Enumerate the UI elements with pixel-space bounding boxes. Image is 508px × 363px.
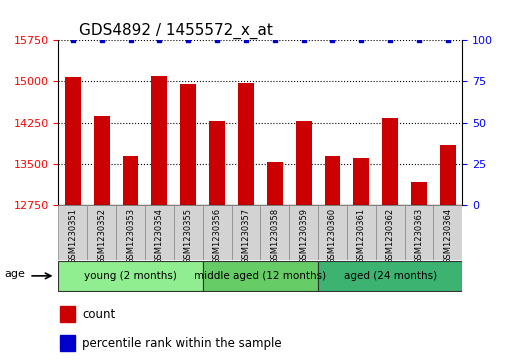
Point [444, 37, 452, 43]
Bar [65, 77, 81, 363]
Bar [318, 261, 462, 290]
Bar [203, 261, 318, 290]
Bar [261, 205, 289, 260]
Bar [60, 306, 75, 322]
Text: GSM1230361: GSM1230361 [357, 208, 366, 264]
Text: GSM1230354: GSM1230354 [155, 208, 164, 264]
Point [69, 37, 77, 43]
Point [98, 37, 106, 43]
Bar [318, 205, 347, 260]
Text: GSM1230362: GSM1230362 [386, 208, 395, 264]
Text: GSM1230351: GSM1230351 [69, 208, 77, 264]
Text: GSM1230359: GSM1230359 [299, 208, 308, 264]
Text: middle aged (12 months): middle aged (12 months) [194, 271, 327, 281]
Point [386, 37, 394, 43]
Bar [87, 205, 116, 260]
Bar [440, 144, 456, 363]
Point [300, 37, 308, 43]
Bar [174, 205, 203, 260]
Text: young (2 months): young (2 months) [84, 271, 177, 281]
Bar [58, 205, 87, 260]
Text: GSM1230363: GSM1230363 [415, 208, 424, 264]
Text: aged (24 months): aged (24 months) [343, 271, 437, 281]
Text: GSM1230360: GSM1230360 [328, 208, 337, 264]
Bar [433, 205, 462, 260]
Point [328, 37, 336, 43]
Bar [180, 84, 196, 363]
Bar [376, 205, 404, 260]
Bar [238, 83, 254, 363]
Bar [296, 121, 311, 363]
Point [213, 37, 221, 43]
Bar [145, 205, 174, 260]
Point [271, 37, 279, 43]
Point [415, 37, 423, 43]
Bar [404, 205, 433, 260]
Bar [151, 76, 167, 363]
Bar [354, 158, 369, 363]
Bar [267, 162, 283, 363]
Text: count: count [82, 308, 115, 321]
Bar [289, 205, 318, 260]
Bar [382, 118, 398, 363]
Text: GSM1230358: GSM1230358 [270, 208, 279, 264]
Bar [58, 261, 203, 290]
Bar [60, 335, 75, 351]
Bar [347, 205, 376, 260]
Bar [411, 182, 427, 363]
Bar [209, 121, 225, 363]
Bar [122, 156, 139, 363]
Bar [116, 205, 145, 260]
Point [155, 37, 164, 43]
Bar [325, 156, 340, 363]
Text: GSM1230364: GSM1230364 [443, 208, 452, 264]
Text: GSM1230352: GSM1230352 [97, 208, 106, 264]
Bar [203, 205, 232, 260]
Bar [232, 205, 261, 260]
Text: GSM1230357: GSM1230357 [241, 208, 250, 264]
Text: age: age [5, 269, 25, 279]
Text: GSM1230356: GSM1230356 [212, 208, 221, 264]
Text: GDS4892 / 1455572_x_at: GDS4892 / 1455572_x_at [79, 23, 272, 38]
Point [184, 37, 193, 43]
Text: GSM1230355: GSM1230355 [184, 208, 193, 264]
Point [242, 37, 250, 43]
Text: GSM1230353: GSM1230353 [126, 208, 135, 264]
Bar [94, 116, 110, 363]
Point [126, 37, 135, 43]
Point [357, 37, 365, 43]
Text: percentile rank within the sample: percentile rank within the sample [82, 337, 282, 350]
